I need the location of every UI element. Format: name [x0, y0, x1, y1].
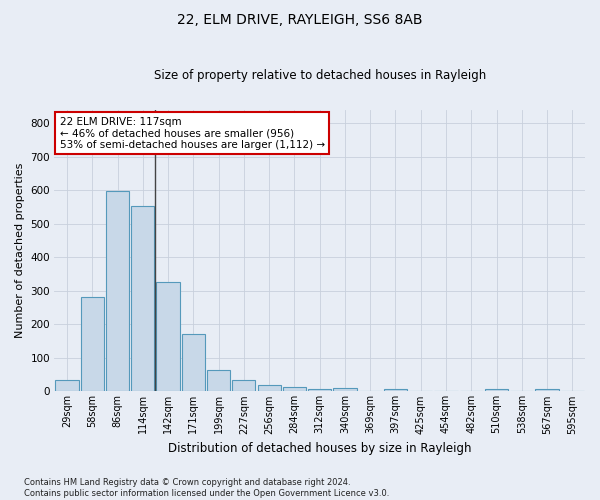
Bar: [182, 334, 205, 392]
Bar: [80, 298, 104, 392]
Bar: [283, 388, 306, 392]
Text: Contains HM Land Registry data © Crown copyright and database right 2024.
Contai: Contains HM Land Registry data © Crown c…: [24, 478, 389, 498]
Bar: [334, 388, 356, 392]
Bar: [257, 384, 281, 392]
Text: 22 ELM DRIVE: 117sqm
← 46% of detached houses are smaller (956)
53% of semi-deta: 22 ELM DRIVE: 117sqm ← 46% of detached h…: [59, 116, 325, 150]
Y-axis label: Number of detached properties: Number of detached properties: [15, 163, 25, 338]
Bar: [106, 191, 129, 392]
Title: Size of property relative to detached houses in Rayleigh: Size of property relative to detached ho…: [154, 69, 486, 82]
Bar: [308, 388, 331, 392]
Bar: [232, 380, 256, 392]
Bar: [131, 206, 154, 392]
Bar: [485, 388, 508, 392]
Text: 22, ELM DRIVE, RAYLEIGH, SS6 8AB: 22, ELM DRIVE, RAYLEIGH, SS6 8AB: [177, 12, 423, 26]
Bar: [157, 282, 179, 392]
Bar: [535, 388, 559, 392]
X-axis label: Distribution of detached houses by size in Rayleigh: Distribution of detached houses by size …: [168, 442, 472, 455]
Bar: [384, 388, 407, 392]
Bar: [55, 380, 79, 392]
Bar: [207, 370, 230, 392]
